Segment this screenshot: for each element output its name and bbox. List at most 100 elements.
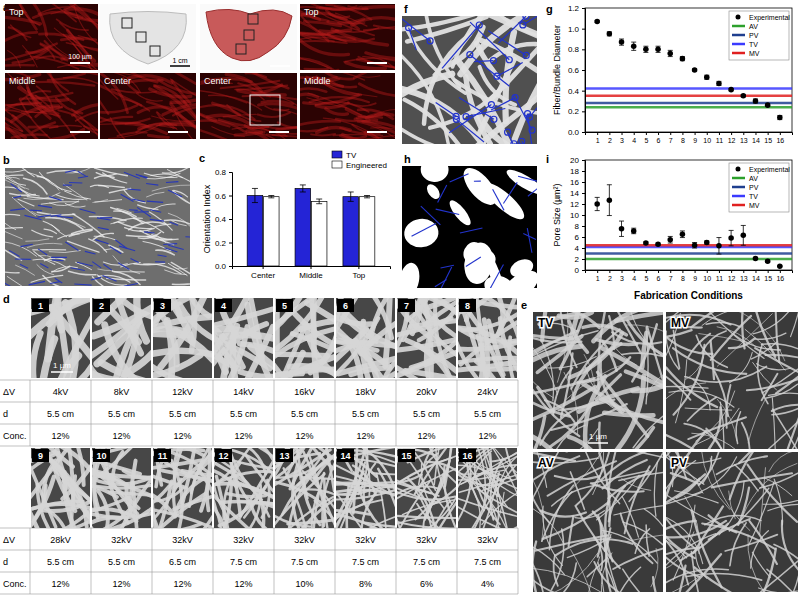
tick-mark	[743, 132, 744, 135]
axis-title: Pore Size (µm²)	[552, 183, 562, 246]
texture-stroke	[554, 555, 558, 586]
tick: 4	[632, 132, 636, 144]
texture-stroke	[479, 40, 537, 87]
tick-label: 14	[752, 137, 760, 144]
texture-stroke	[5, 214, 20, 216]
pore-axis	[527, 228, 532, 253]
texture-stroke	[730, 523, 746, 566]
texture-stroke	[300, 36, 349, 55]
texture-stroke	[749, 521, 777, 564]
texture-stroke	[275, 448, 324, 498]
texture-stroke	[666, 330, 692, 338]
condition-number: 9	[38, 451, 43, 461]
texture-stroke	[633, 400, 663, 448]
texture-stroke	[533, 553, 546, 592]
table-cell: 6.5 cm	[169, 557, 196, 567]
tick-mark	[582, 8, 585, 9]
error-bar	[680, 231, 685, 238]
table-rule	[0, 594, 518, 595]
tick-label: 16	[776, 275, 784, 282]
texture-stroke	[593, 511, 606, 550]
texture-stroke	[673, 505, 695, 580]
photo	[100, 4, 196, 70]
network-node	[505, 129, 511, 135]
tick: 0.6	[215, 192, 232, 201]
table-cell: 32kV	[416, 535, 437, 545]
texture-stroke	[612, 428, 653, 449]
texture-stroke	[144, 264, 182, 274]
tick-mark	[670, 270, 671, 273]
tick-mark	[707, 132, 708, 135]
tick-label: 0.0	[215, 262, 227, 271]
texture-stroke	[694, 567, 743, 592]
texture-stroke	[5, 228, 22, 230]
image	[5, 73, 98, 139]
tick-label: 1.0	[568, 25, 580, 34]
photo-tissue	[206, 9, 292, 60]
texture-stroke	[375, 109, 395, 114]
texture-stroke	[26, 239, 49, 241]
image	[92, 298, 151, 378]
texture-stroke	[36, 176, 59, 191]
error-bar-cap	[668, 236, 673, 237]
table-rule	[0, 446, 518, 447]
texture-stroke	[111, 207, 143, 223]
panel-a: Top100 µmMiddleCenterTopMiddleCenter1 cm	[0, 0, 413, 157]
tick-label: 10	[703, 137, 711, 144]
vector	[9, 250, 19, 256]
texture-stroke	[39, 172, 71, 191]
vector	[65, 242, 78, 250]
table-rule	[152, 528, 153, 594]
row-header: ΔV	[3, 535, 15, 545]
tick-label: 0	[575, 266, 580, 275]
texture-stroke	[92, 318, 138, 373]
pore-axis	[438, 185, 447, 202]
texture-stroke	[761, 344, 798, 362]
tick-mark	[229, 219, 232, 220]
texture-stroke	[419, 453, 438, 484]
texture-stroke	[31, 275, 63, 282]
vector	[49, 196, 61, 200]
vector	[132, 199, 145, 202]
tick: 7	[669, 270, 673, 282]
table-cell: 32kV	[111, 535, 132, 545]
scale-bar	[367, 62, 387, 64]
scale-bar	[51, 371, 73, 373]
tick-label: 14	[570, 189, 579, 198]
tile-label: Middle	[304, 76, 331, 86]
table-cell: 12%	[51, 579, 69, 589]
point	[741, 233, 747, 239]
texture-stroke	[600, 360, 621, 412]
vector	[185, 236, 190, 237]
texture-stroke	[153, 316, 212, 328]
table-cell: 28kV	[50, 535, 71, 545]
texture-stroke	[103, 262, 127, 265]
tile-label: AV	[538, 456, 554, 470]
texture-stroke	[328, 13, 349, 17]
texture-stroke	[772, 398, 775, 449]
row-header: d	[3, 409, 8, 419]
tick-label: 0.6	[215, 192, 227, 201]
texture-stroke	[201, 105, 255, 119]
table-cell: 5.5 cm	[108, 409, 135, 419]
tick-mark	[695, 132, 696, 135]
table-cell: 6%	[420, 579, 433, 589]
error-bar-stem	[319, 199, 320, 204]
panel-label: f	[404, 3, 408, 15]
roi-box	[248, 14, 258, 24]
vector	[70, 268, 84, 271]
pore-axis	[528, 178, 537, 196]
point	[667, 237, 673, 243]
pore	[461, 240, 496, 286]
texture-stroke	[65, 9, 98, 23]
texture-stroke	[336, 455, 367, 528]
panel-label: h	[404, 153, 411, 165]
tick-label: 4	[632, 275, 636, 282]
image	[92, 448, 151, 528]
tick: 2	[575, 255, 585, 264]
table-cell: 12%	[173, 431, 191, 441]
texture-stroke	[45, 41, 66, 57]
tick-mark	[311, 266, 312, 269]
error-bar	[316, 199, 322, 204]
texture-stroke	[153, 518, 201, 528]
